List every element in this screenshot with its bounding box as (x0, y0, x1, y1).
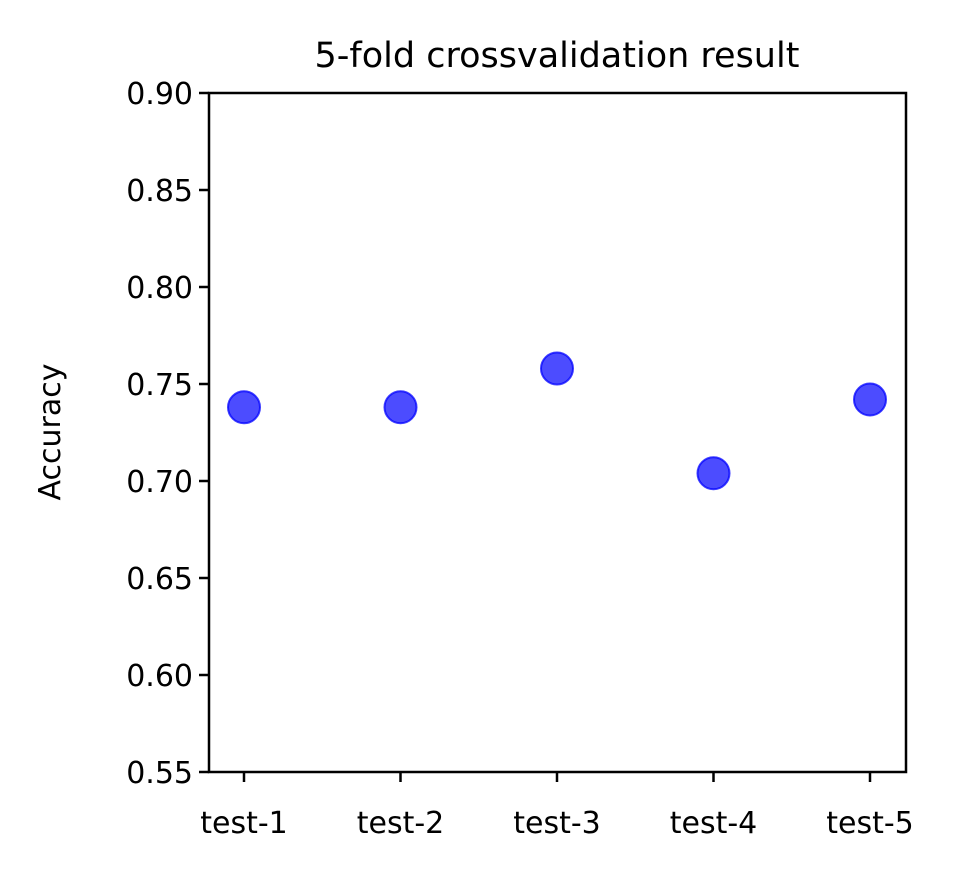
x-tick-label: test-1 (200, 806, 288, 841)
data-points (227, 351, 887, 491)
y-tick-label: 0.90 (126, 77, 193, 112)
data-point (696, 456, 731, 491)
y-tick-label: 0.75 (126, 368, 193, 403)
x-tick-label: test-4 (670, 806, 758, 841)
data-point (853, 382, 887, 417)
y-tick-label: 0.60 (126, 659, 193, 694)
x-tick-label: test-3 (513, 806, 601, 841)
y-axis: 0.55 0.60 0.65 0.70 0.75 0.80 0.85 0.90 (126, 77, 209, 791)
data-point (383, 390, 418, 425)
y-tick-label: 0.85 (126, 174, 193, 209)
y-tick-label: 0.55 (126, 756, 193, 791)
data-point (540, 351, 574, 386)
y-tick-label: 0.70 (126, 465, 193, 500)
y-tick-label: 0.80 (126, 271, 193, 306)
x-tick-label: test-2 (357, 806, 445, 841)
plot-frame (207, 91, 908, 774)
y-tick-label: 0.65 (126, 562, 193, 597)
x-axis: test-1 test-2 test-3 test-4 test-5 (200, 772, 914, 841)
y-axis-label: Accuracy (33, 364, 68, 501)
x-tick-label: test-5 (826, 806, 914, 841)
data-point (227, 390, 261, 425)
chart-title: 5-fold crossvalidation result (315, 36, 800, 76)
